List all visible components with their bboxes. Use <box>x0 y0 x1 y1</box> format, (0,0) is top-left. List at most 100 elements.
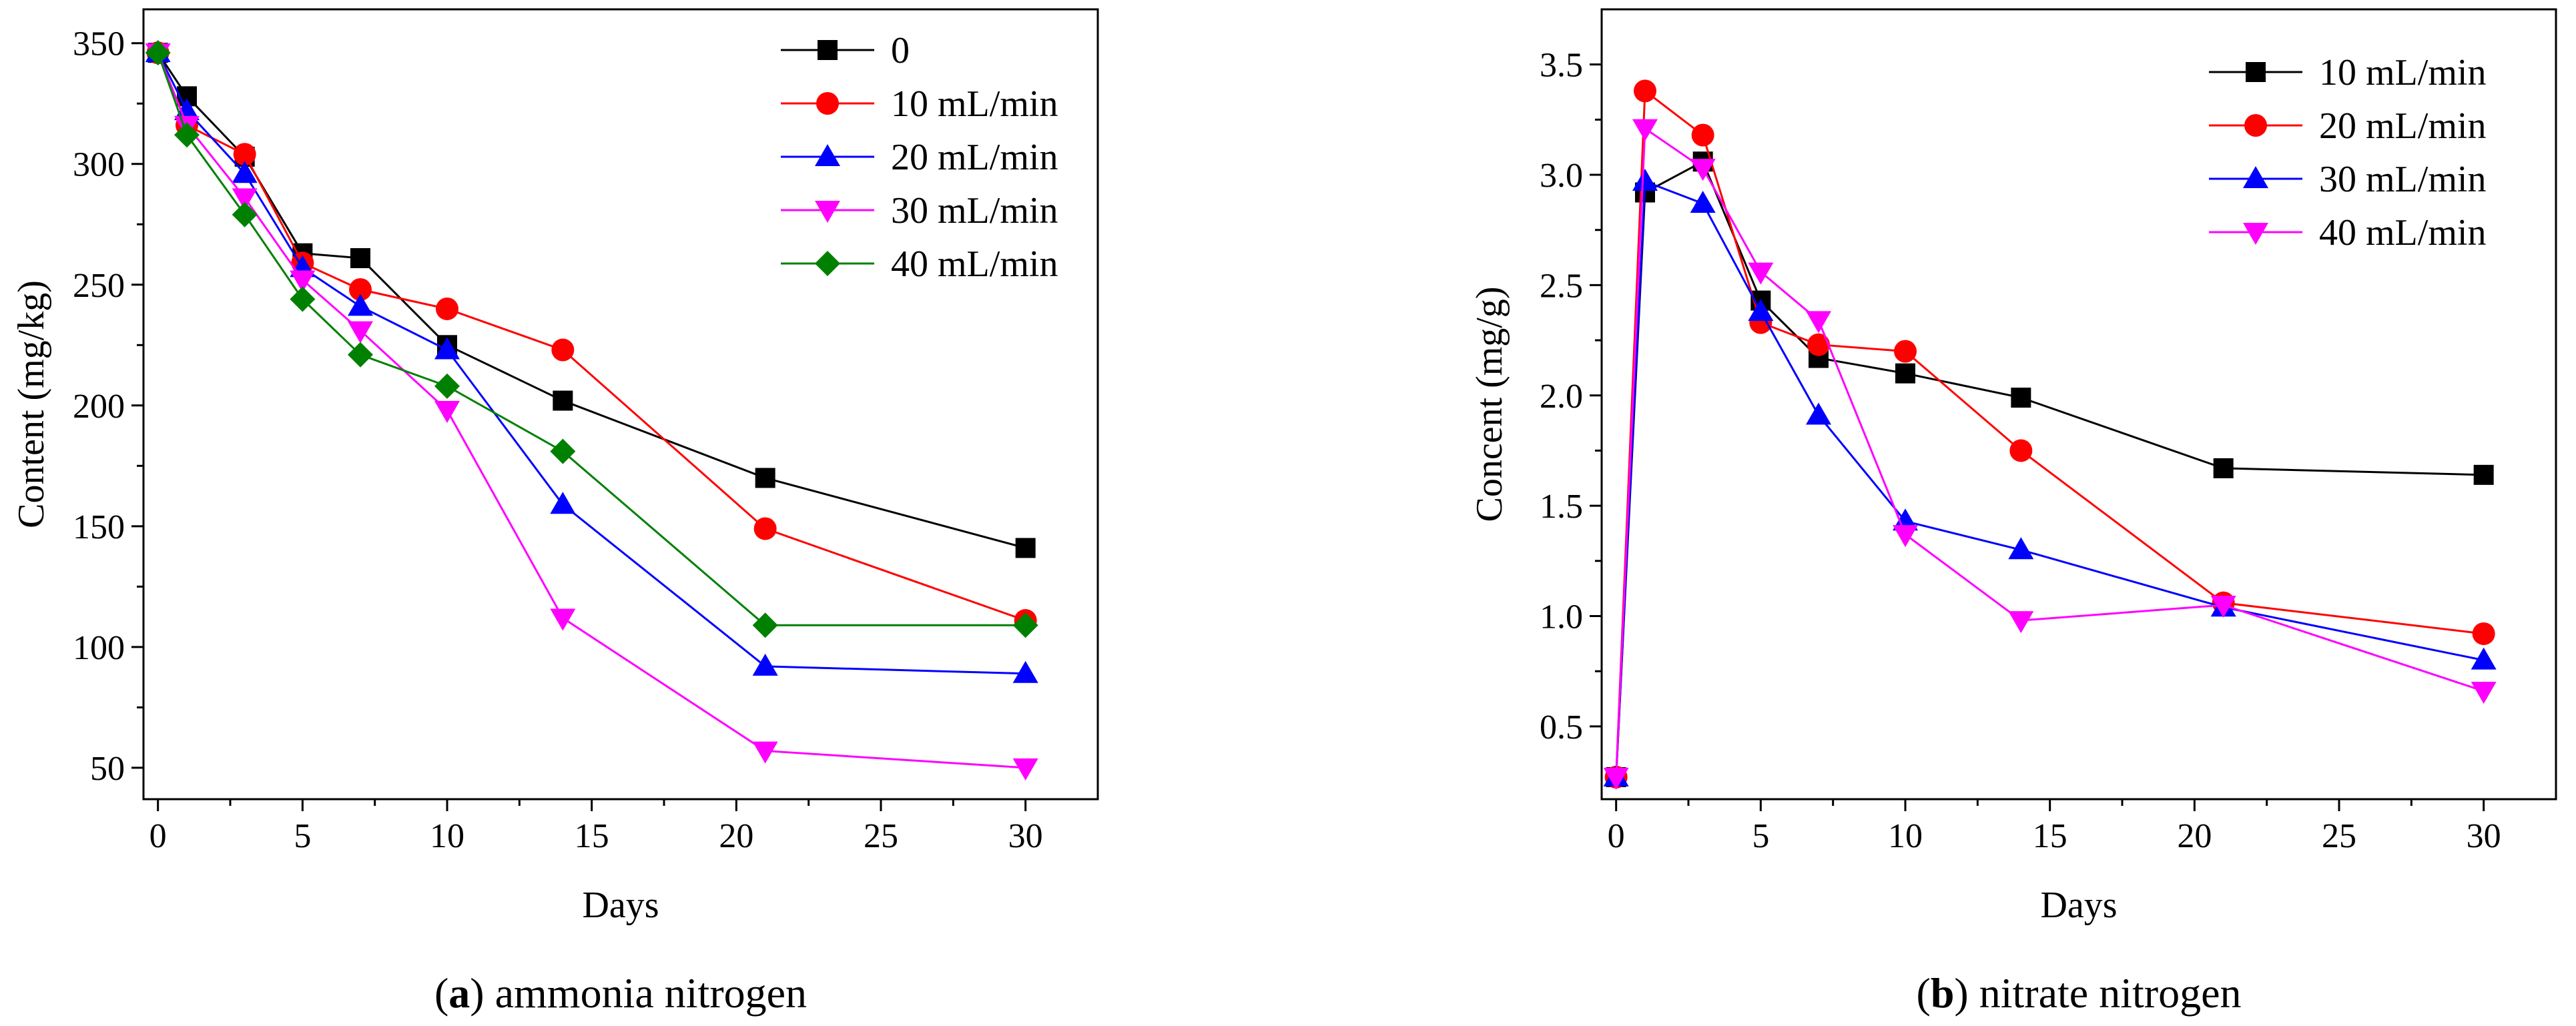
data-point <box>2473 464 2494 485</box>
legend-item: 40 mL/min <box>781 243 1058 285</box>
data-point <box>1012 660 1038 683</box>
legend-item: 20 mL/min <box>781 137 1058 178</box>
y-tick-label: 1.0 <box>1540 598 1583 636</box>
data-point <box>2210 595 2236 618</box>
legend-item: 30 mL/min <box>2209 159 2486 200</box>
series-2 <box>145 40 1038 683</box>
x-tick-label: 0 <box>149 817 167 855</box>
x-tick-label: 15 <box>575 817 609 855</box>
caption-close-paren: ) <box>470 969 495 1017</box>
figure-caption: (a) ammonia nitrogen <box>434 969 807 1017</box>
y-tick-label: 2.0 <box>1540 378 1583 416</box>
data-point <box>2213 458 2234 478</box>
legend-item: 20 mL/min <box>2209 105 2486 147</box>
y-tick-label: 200 <box>73 388 125 426</box>
data-point <box>553 390 573 411</box>
x-tick-label: 25 <box>2322 817 2356 855</box>
legend-label: 40 mL/min <box>2319 212 2486 253</box>
legend-label: 20 mL/min <box>2319 105 2486 147</box>
data-point <box>752 653 778 676</box>
legend-item: 10 mL/min <box>2209 52 2486 93</box>
legend: 0 10 mL/min 20 mL/min 30 mL/min 40 mL/min <box>781 30 1058 285</box>
data-point <box>2471 681 2497 704</box>
data-point <box>1893 525 1918 548</box>
legend-marker <box>816 92 839 115</box>
y-tick-label: 3.0 <box>1540 157 1583 195</box>
legend-marker <box>815 251 840 276</box>
y-tick-label: 100 <box>73 629 125 667</box>
data-point <box>1748 262 1774 285</box>
x-tick-label: 20 <box>719 817 753 855</box>
caption-letter: b <box>1931 969 1955 1017</box>
legend-label: 10 mL/min <box>2319 52 2486 93</box>
caption-text: ammonia nitrogen <box>495 969 807 1017</box>
data-point <box>436 297 458 320</box>
data-point <box>290 270 316 293</box>
data-point <box>755 468 775 488</box>
plot-frame <box>1600 8 2557 801</box>
data-point <box>2008 611 2034 634</box>
data-point <box>290 286 316 312</box>
legend-label: 30 mL/min <box>2319 159 2486 200</box>
data-point <box>752 741 778 764</box>
data-point <box>1690 191 1716 213</box>
data-point <box>434 337 460 360</box>
figure-caption: (b) nitrate nitrogen <box>1917 969 2242 1017</box>
data-point <box>232 201 258 227</box>
y-tick-label: 1.5 <box>1540 488 1583 526</box>
y-axis-title: Content (mg/kg) <box>11 280 52 528</box>
legend-marker <box>818 40 838 60</box>
data-point <box>1806 402 1831 425</box>
y-tick-label: 2.5 <box>1540 267 1583 305</box>
legend-label: 30 mL/min <box>891 190 1058 231</box>
legend-marker <box>2243 166 2268 188</box>
series-2 <box>1603 168 2497 787</box>
chart-b: 0 5 10 15 20 25 30 0.5 1.0 1.5 2.0 2.5 3.0 3.5 Days Con… <box>1469 8 2557 1017</box>
data-point <box>752 612 778 638</box>
caption-letter: a <box>448 969 470 1017</box>
y-tick-label: 150 <box>73 508 125 546</box>
x-axis-title: Days <box>2040 885 2117 926</box>
y-tick-label: 250 <box>73 267 125 305</box>
data-point <box>348 321 373 344</box>
data-point <box>1893 508 1918 531</box>
series-line <box>157 52 1026 549</box>
legend-item: 10 mL/min <box>781 83 1058 125</box>
series-4 <box>145 40 1038 638</box>
legend-item: 0 <box>781 30 910 71</box>
data-point <box>1807 333 1830 356</box>
x-axis-title: Days <box>582 885 659 926</box>
x-tick-label: 5 <box>1752 817 1769 855</box>
legend-marker <box>815 144 840 166</box>
data-point <box>1632 119 1658 141</box>
data-point <box>350 247 370 268</box>
data-point <box>1012 758 1038 781</box>
caption-text: nitrate nitrogen <box>1979 969 2242 1017</box>
legend-label: 20 mL/min <box>891 137 1058 178</box>
data-point <box>2472 622 2495 645</box>
caption-open-paren: ( <box>434 969 448 1017</box>
x-tick-label: 0 <box>1608 817 1625 855</box>
x-tick-label: 10 <box>430 817 464 855</box>
y-tick-label: 350 <box>73 25 125 63</box>
caption-close-paren: ) <box>1954 969 1979 1017</box>
plot-frame <box>142 8 1099 801</box>
data-point <box>2008 537 2034 560</box>
legend-label: 0 <box>891 30 910 71</box>
data-point <box>174 122 200 148</box>
data-point <box>232 161 258 183</box>
data-point <box>434 373 460 399</box>
y-tick-label: 50 <box>90 750 125 788</box>
data-point <box>1015 538 1036 558</box>
data-point <box>1895 363 1915 384</box>
series-1 <box>146 41 1037 632</box>
data-point <box>2011 388 2031 408</box>
data-point <box>1806 311 1831 334</box>
series-line <box>1615 160 2484 778</box>
data-point <box>551 338 575 362</box>
data-point <box>145 40 171 66</box>
data-point <box>550 438 576 464</box>
data-point <box>233 143 256 166</box>
x-tick-label: 15 <box>2033 817 2067 855</box>
